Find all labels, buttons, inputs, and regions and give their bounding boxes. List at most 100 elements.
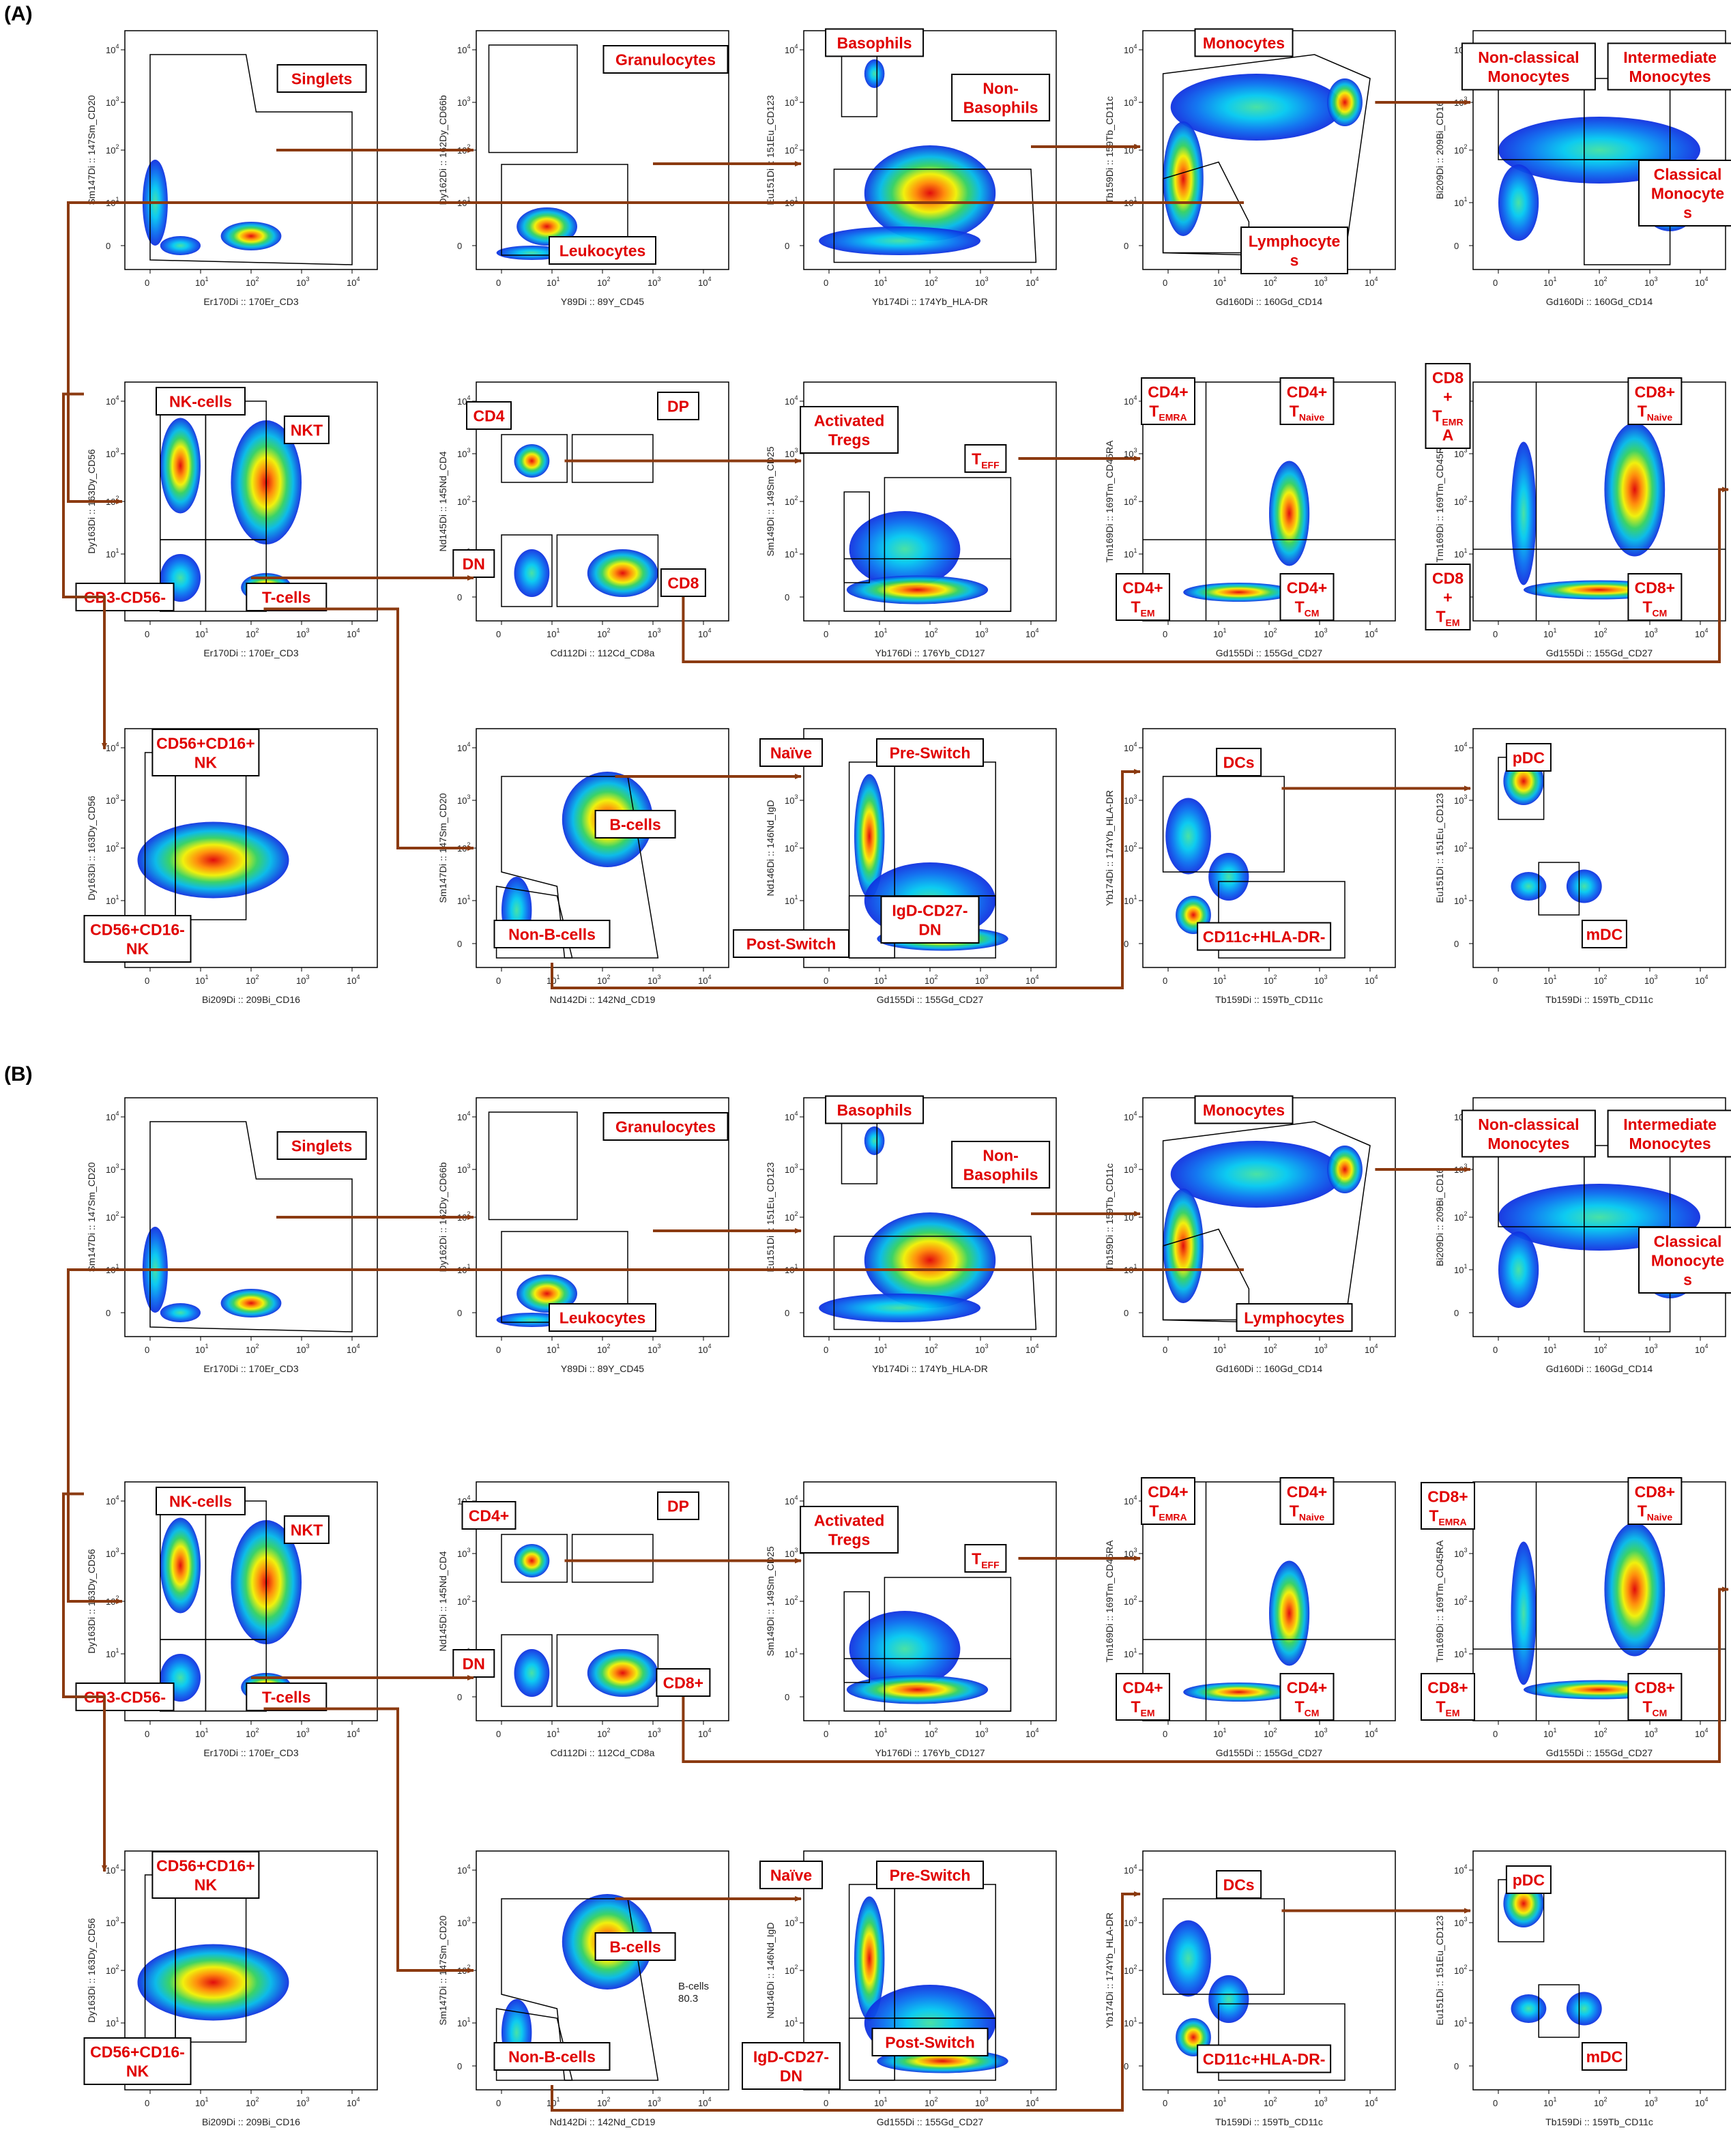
x-tick-label: 102 (246, 276, 259, 288)
gate-label-box (1421, 1482, 1475, 1530)
density-region (514, 444, 550, 478)
gate-label-text: CD4+ (1122, 1678, 1163, 1696)
gate-label: DCs (1216, 748, 1262, 776)
flow-plot-a-10: 00101101102102103103104104Bi209Di :: 209… (83, 728, 378, 1005)
x-tick-label: 0 (1163, 2098, 1167, 2108)
y-tick-label: 103 (785, 447, 798, 459)
gate-label-text: CD56+CD16+ (156, 734, 254, 752)
x-tick-label: 0 (824, 278, 828, 288)
x-tick-label: 0 (496, 2098, 501, 2108)
x-tick-label: 102 (597, 2096, 610, 2108)
y-tick-label: 0 (785, 1692, 789, 1702)
x-tick-label: 104 (1365, 974, 1378, 986)
density-region (220, 1289, 282, 1317)
gate-label-box (656, 1668, 711, 1697)
x-tick-label: 103 (1314, 627, 1327, 639)
y-axis-label: Eu151Di :: 151Eu_CD123 (765, 1162, 776, 1272)
x-tick-label: 102 (597, 974, 610, 986)
density-region (1511, 1994, 1547, 2023)
gate-label-box (276, 64, 367, 93)
density-region (864, 59, 885, 88)
y-tick-label: 101 (1124, 547, 1137, 559)
gate-label-text: Naïve (770, 744, 812, 761)
y-tick-label: 0 (1454, 1308, 1459, 1318)
y-tick-label: 101 (106, 547, 119, 559)
density-region (854, 774, 885, 899)
x-tick-label: 104 (347, 1727, 360, 1739)
y-tick-label: 102 (785, 841, 798, 854)
x-tick-label: 101 (874, 1727, 887, 1739)
y-axis-label: Tm169Di :: 169Tm_CD45RA (1104, 440, 1115, 563)
gate (848, 2017, 996, 2081)
x-tick-label: 101 (874, 627, 887, 639)
y-tick-label: 101 (785, 2016, 798, 2028)
density-region (1163, 121, 1204, 236)
density-region (137, 821, 289, 899)
y-tick-label: 103 (1124, 1163, 1137, 1175)
gate-stat-text: B-cells (678, 1981, 709, 1992)
y-tick-label: 104 (457, 1863, 470, 1876)
density-region (1269, 461, 1310, 566)
y-tick-label: 0 (1454, 939, 1459, 949)
y-tick-label: 103 (106, 1916, 119, 1928)
gate-label-box (1627, 1673, 1683, 1721)
gate-label-box (1141, 377, 1195, 425)
gate-label-box (964, 444, 1007, 473)
y-axis-label: Sm147Di :: 147Sm_CD20 (86, 95, 97, 205)
x-tick-label: 101 (1543, 1343, 1556, 1355)
gate-label-text: Pre-Switch (890, 744, 971, 761)
y-tick-label: 102 (457, 495, 470, 507)
gate-label-text: NKT (291, 421, 323, 439)
y-tick-label: 102 (1124, 1594, 1137, 1607)
gate-label: CD4+TNaive (1279, 1477, 1335, 1525)
y-tick-label: 0 (1124, 1308, 1129, 1318)
density-region (1183, 583, 1294, 602)
density-region (514, 549, 550, 597)
gate (205, 539, 267, 612)
gate-label-text: CD8+ (1635, 383, 1675, 400)
x-tick-label: 102 (597, 1343, 610, 1355)
gate-label: CD4+TCM (1279, 1673, 1335, 1721)
gate-label-box (594, 1932, 676, 1961)
gate-label-text: DN (463, 555, 485, 572)
y-tick-label: 103 (106, 1547, 119, 1559)
x-axis-label: Er170Di :: 170Er_CD3 (203, 647, 299, 658)
x-tick-label: 103 (296, 2096, 309, 2108)
gate-label-text: T-cells (262, 588, 311, 606)
y-tick-label: 103 (106, 447, 119, 459)
gate-label-text: Monocytes (1487, 1135, 1569, 1152)
gate (833, 1236, 1037, 1330)
x-tick-label: 0 (496, 629, 501, 639)
density-region (849, 511, 961, 587)
gate-label-text: Singlets (291, 70, 352, 87)
density-region (1269, 1560, 1310, 1666)
gate-label-text: Basophils (963, 98, 1038, 116)
y-tick-label: 102 (1454, 1964, 1467, 1976)
y-tick-label: 102 (785, 1594, 798, 1607)
x-tick-label: 101 (874, 974, 887, 986)
x-tick-label: 0 (1493, 976, 1498, 986)
gate-label: Basophils (825, 28, 925, 57)
gate-label-text: + (1443, 388, 1452, 405)
gate-label: CD56+CD16+NK (151, 729, 260, 776)
density-region (864, 1212, 996, 1308)
y-tick-label: 102 (1124, 841, 1137, 854)
gate-label-text: TNaive (1638, 402, 1673, 422)
gate-label-box (1279, 1673, 1335, 1721)
flow-plot-b-8: 00101101102102103103104104Gd155Di :: 155… (1104, 1477, 1396, 1758)
y-tick-label: 102 (106, 1964, 119, 1976)
gate-label: CD8+TCM (1627, 1673, 1683, 1721)
gate-label-text: DP (667, 1497, 689, 1515)
gate-label-text: IgD-CD27- (892, 901, 968, 919)
gate-label-text: IgD-CD27- (753, 2048, 829, 2065)
arrow-nkcells-to-cd16 (62, 392, 107, 750)
x-axis-label: Cd112Di :: 112Cd_CD8a (551, 647, 655, 658)
x-axis-label: Er170Di :: 170Er_CD3 (203, 296, 299, 307)
x-tick-label: 102 (246, 974, 259, 986)
x-tick-label: 0 (145, 2098, 149, 2108)
y-axis-label: Bi209Di :: 209Bi_CD16 (1434, 1168, 1445, 1266)
x-tick-label: 104 (1025, 1343, 1038, 1355)
